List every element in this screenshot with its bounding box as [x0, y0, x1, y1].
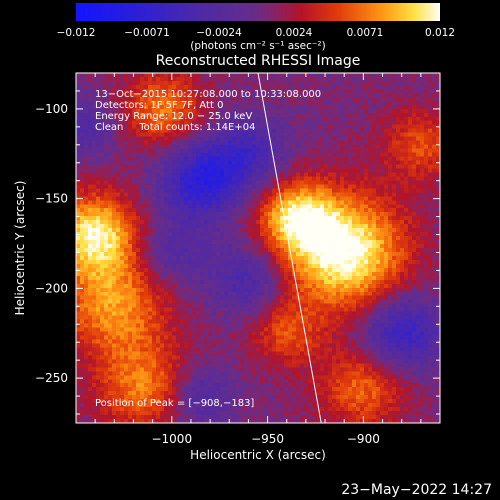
plot-area: 13−Oct−2015 10:27:08.000 to 10:33:08.000…: [76, 73, 440, 423]
timestamp: 23−May−2022 14:27: [341, 482, 492, 498]
annotation-peak-position: Position of Peak = [−908,−183]: [95, 398, 255, 409]
y-axis-label: Heliocentric Y (arcsec): [13, 180, 27, 316]
y-tick-label: −200: [35, 281, 68, 295]
annotation-energy-range: Energy Range: 12.0 − 25.0 keV: [95, 111, 253, 122]
colorbar-tick-label: −0.012: [56, 27, 96, 39]
annotation-clean-counts: Clean Total counts: 1.14E+04: [95, 122, 256, 133]
colorbar-tick-label: −0.0024: [196, 27, 242, 39]
annotation-detectors: Detectors: 1F 5F 7F, Att 0: [95, 100, 224, 111]
colorbar-tick-label: 0.0071: [346, 27, 384, 39]
plot-frame: [75, 72, 441, 424]
colorbar-tick-label: −0.0071: [124, 27, 170, 39]
solar-limb-line: [257, 73, 322, 423]
annotation-time-range: 13−Oct−2015 10:27:08.000 to 10:33:08.000: [95, 89, 322, 100]
colorbar: [76, 3, 440, 21]
chart-title: Reconstructed RHESSI Image: [155, 53, 361, 69]
colorbar-units: (photons cm⁻² s⁻¹ asec⁻²): [190, 40, 326, 52]
x-axis-label: Heliocentric X (arcsec): [190, 448, 326, 462]
colorbar-tick-label: 0.012: [424, 27, 456, 39]
x-tick-label: −900: [347, 432, 380, 446]
y-tick-label: −250: [35, 371, 68, 385]
x-tick-label: −1000: [151, 432, 192, 446]
y-tick-label: −100: [35, 102, 68, 116]
solar-limb-segment: [257, 73, 322, 423]
colorbar-tick-label: 0.0024: [275, 27, 313, 39]
heatmap-image: [76, 73, 440, 423]
y-tick-label: −150: [35, 192, 68, 206]
x-tick-label: −950: [251, 432, 284, 446]
